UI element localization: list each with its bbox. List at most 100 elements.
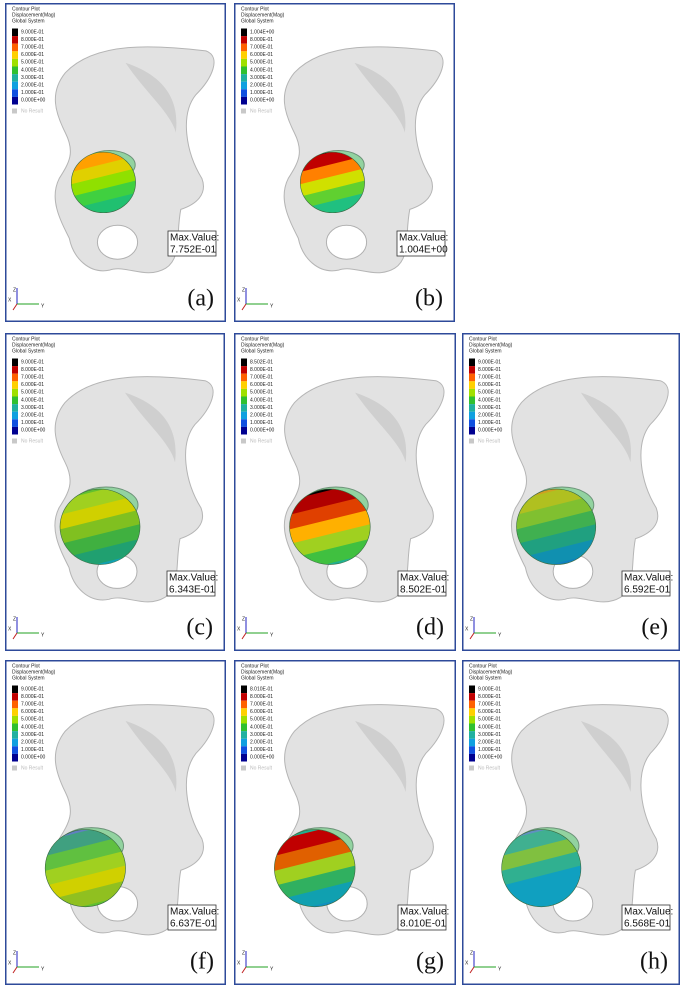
legend-label: 6.000E-01 <box>21 382 44 388</box>
implant-outline <box>59 488 141 565</box>
legend-label: 2.000E-01 <box>250 740 273 746</box>
panel-label: (a) <box>187 286 214 312</box>
legend-label: 3.000E-01 <box>21 405 44 411</box>
axis-label: X <box>465 626 469 632</box>
legend-label: 4.000E-01 <box>250 397 273 403</box>
pelvis-model <box>54 46 215 274</box>
axis-x <box>12 303 18 311</box>
legend-label: 1.000E-01 <box>21 420 44 426</box>
legend-header: Contour Plot <box>241 336 269 342</box>
legend-label: 0.000E+00 <box>250 98 275 104</box>
axis-label: Y <box>41 966 45 972</box>
pelvis-model <box>510 376 669 603</box>
legend-swatch <box>241 366 247 374</box>
legend-swatch <box>469 700 475 709</box>
legend-swatch <box>241 66 247 75</box>
legend-swatch <box>469 366 475 374</box>
axis-x <box>12 632 18 640</box>
legend-swatch <box>12 66 18 75</box>
no-result-swatch <box>12 438 17 444</box>
axis-x <box>469 632 475 640</box>
contour-band <box>60 505 140 549</box>
max-value: 8.010E-01 <box>400 919 447 930</box>
max-value-label: Max.Value: <box>399 233 448 244</box>
contour-band <box>45 832 126 877</box>
pelvis-model <box>44 704 215 936</box>
contour-band <box>45 846 126 891</box>
legend-label: 8.000E-01 <box>21 37 44 43</box>
axis-label: X <box>8 960 12 966</box>
legend-label: 0.000E+00 <box>21 755 46 761</box>
axis-label: X <box>8 297 12 303</box>
legend-swatch <box>469 715 475 724</box>
legend-header: Displacement(Mag) <box>241 342 285 348</box>
legend-swatch <box>241 411 247 420</box>
legend-header: Global System <box>469 675 502 681</box>
legend-swatch <box>241 396 247 405</box>
legend-header: Displacement(Mag) <box>12 669 56 675</box>
legend-label: 8.000E-01 <box>250 367 273 373</box>
max-value: 6.637E-01 <box>170 919 217 930</box>
legend-swatch <box>12 426 18 435</box>
legend-header: Global System <box>469 348 502 354</box>
axis-label: Y <box>498 966 502 972</box>
legend-swatch <box>12 28 18 37</box>
contour-band <box>274 860 356 905</box>
no-result-label: No Result <box>21 108 44 114</box>
max-value-box <box>167 904 217 931</box>
legend-label: 8.000E-01 <box>21 367 44 373</box>
legend-swatch <box>12 419 18 427</box>
legend-swatch <box>12 381 18 389</box>
max-value-box <box>166 570 216 597</box>
legend-label: 5.000E-01 <box>478 390 501 396</box>
pelvis-shade <box>125 62 177 133</box>
legend-swatch <box>241 373 247 382</box>
legend-header: Displacement(Mag) <box>241 669 285 675</box>
legend-header: Contour Plot <box>241 6 269 12</box>
obturator-foramen <box>96 224 139 260</box>
legend-label: 6.000E-01 <box>478 709 501 715</box>
legend-swatch <box>12 753 18 762</box>
legend-header: Contour Plot <box>241 663 269 669</box>
legend-swatch <box>469 396 475 405</box>
no-result-label: No Result <box>478 438 501 444</box>
no-result-label: No Result <box>250 438 273 444</box>
obturator-foramen <box>325 224 368 260</box>
legend-label: 4.000E-01 <box>478 397 501 403</box>
axis-label: Y <box>270 966 274 972</box>
legend-header: Contour Plot <box>12 6 40 12</box>
legend-swatch <box>12 388 18 397</box>
pelvis-shade <box>355 720 407 793</box>
pelvis-model <box>283 376 445 603</box>
legend-label: 4.000E-01 <box>21 67 44 73</box>
legend-label: 9.000E-01 <box>478 686 501 692</box>
panel-label: (h) <box>640 949 668 975</box>
legend-label: 8.000E-01 <box>250 37 273 43</box>
legend-swatch <box>241 404 247 412</box>
legend-label: 9.000E-01 <box>21 359 44 365</box>
legend-swatch <box>241 738 247 747</box>
legend-label: 8.000E-01 <box>478 367 501 373</box>
legend-label: 8.502E-01 <box>250 359 273 365</box>
legend-label: 2.000E-01 <box>21 413 44 419</box>
legend-swatch <box>12 723 18 732</box>
legend-label: 0.000E+00 <box>21 428 46 434</box>
legend-swatch <box>12 74 18 82</box>
no-result-swatch <box>241 108 246 114</box>
no-result-label: No Result <box>478 765 501 771</box>
legend-swatch <box>241 36 247 44</box>
legend-header: Displacement(Mag) <box>469 342 513 348</box>
legend-label: 1.000E-01 <box>250 420 273 426</box>
legend-swatch <box>12 411 18 420</box>
legend-swatch <box>469 419 475 427</box>
implant-outline <box>289 488 371 565</box>
legend-swatch <box>469 738 475 747</box>
legend-swatch <box>241 381 247 389</box>
max-value-box <box>396 230 446 257</box>
implant-outline <box>299 151 365 214</box>
legend-header: Contour Plot <box>12 663 40 669</box>
axis-label: Z <box>470 950 473 956</box>
